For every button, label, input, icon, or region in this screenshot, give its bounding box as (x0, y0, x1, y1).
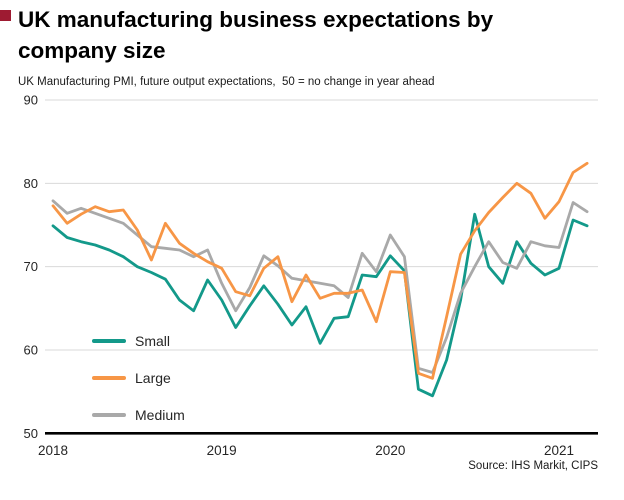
chart-subtitle: UK Manufacturing PMI, future output expe… (18, 76, 435, 88)
legend-item-medium: Medium (92, 407, 185, 423)
x-tick-label-2018: 2018 (38, 443, 68, 458)
y-tick-label-80: 80 (24, 176, 38, 191)
series-line-small (51, 212, 589, 398)
source-attribution: Source: IHS Markit, CIPS (468, 460, 598, 472)
legend-swatch-small (92, 339, 126, 343)
x-tick-label-2021: 2021 (544, 443, 574, 458)
y-tick-label-70: 70 (24, 259, 38, 274)
y-tick-label-50: 50 (24, 426, 38, 441)
legend-label-small: Small (135, 333, 171, 349)
legend-label-large: Large (135, 370, 171, 386)
x-tick-label-2020: 2020 (375, 443, 405, 458)
series-line-large (51, 161, 589, 380)
legend-item-large: Large (92, 370, 171, 386)
chart-title: UK manufacturing business expectations b… (18, 7, 494, 63)
y-tick-label-60: 60 (24, 342, 38, 357)
legend-swatch-large (92, 376, 126, 380)
y-tick-label-90: 90 (24, 93, 38, 108)
x-tick-label-2019: 2019 (207, 443, 237, 458)
brand-accent-square-icon (0, 10, 11, 21)
legend-swatch-medium (92, 413, 126, 417)
legend-label-medium: Medium (135, 407, 185, 423)
legend-item-small: Small (92, 333, 170, 349)
